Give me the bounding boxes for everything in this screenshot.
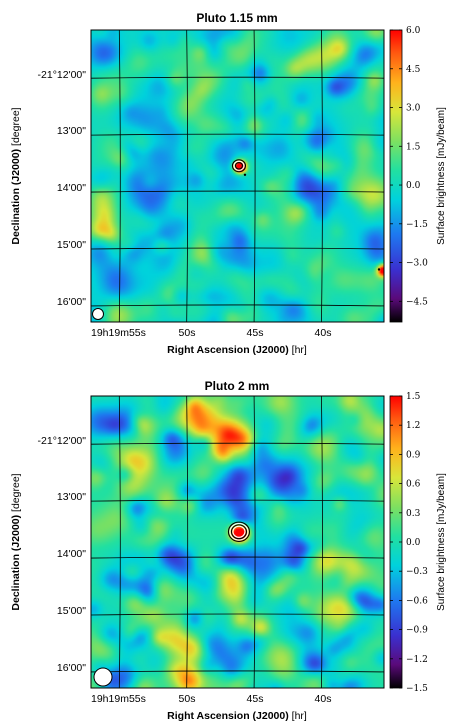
- colorbar-ticks: 6.0 4.5 3.0 1.5 0.0 −1.5 −3.0 −4.5: [390, 26, 428, 307]
- x-tick-label: 45s: [247, 693, 264, 705]
- grid-line: [91, 304, 384, 307]
- grid-line: [91, 556, 384, 559]
- grid-line: [91, 670, 384, 673]
- y-axis-label: Declination (J2000) [degree]: [10, 473, 22, 610]
- x-axis-label: Right Ascension (J2000) [hr]: [167, 710, 307, 722]
- colorbar-tick-label: 0.9: [406, 450, 421, 460]
- grid-line: [91, 133, 384, 136]
- x-tick-label: 50s: [179, 693, 196, 705]
- colorbar: 1.5 1.2 0.9 0.6 0.3 0.0 −0.3 −0.6 −0.9 −1.2 −1.5 S…: [389, 392, 447, 694]
- chart-title: Pluto 1.15 mm: [196, 11, 277, 25]
- heatmap-image: [91, 396, 384, 688]
- colorbar-tick-label: 6.0: [406, 26, 421, 36]
- contour-line: [234, 162, 244, 170]
- colorbar-tick-label: 1.5: [406, 392, 421, 402]
- colorbar-label: Surface brightness [mJy/beam]: [436, 107, 447, 245]
- source-contours: [231, 159, 381, 271]
- contour-line: [229, 522, 249, 541]
- x-tick-label: 50s: [179, 327, 196, 339]
- colorbar-tick-label: 1.5: [406, 142, 421, 152]
- grid-line: [186, 396, 189, 688]
- grid-line: [118, 396, 121, 688]
- y-tick-label: -21°12'00": [38, 69, 87, 81]
- grid-line: [253, 396, 256, 688]
- grid-line: [253, 30, 256, 322]
- colorbar-ticks: 1.5 1.2 0.9 0.6 0.3 0.0 −0.3 −0.6 −0.9 −1.2 −1.5: [390, 392, 428, 694]
- grid-line: [118, 30, 121, 322]
- beam-ellipse: [92, 308, 104, 320]
- colorbar-tick-label: −0.9: [406, 626, 428, 636]
- source-marker: [243, 173, 247, 176]
- x-axis-label: Right Ascension (J2000) [hr]: [167, 344, 307, 356]
- plot-frame: [90, 29, 385, 323]
- x-tick-labels: 19h19m55s 50s 45s 40s: [91, 693, 331, 705]
- y-axis-label: Declination (J2000) [degree]: [10, 107, 22, 244]
- y-tick-label: -21°12'00": [38, 435, 87, 447]
- source-contours: [227, 521, 251, 542]
- colorbar-label: Surface brightness [mJy/beam]: [436, 473, 447, 611]
- y-tick-label: 16'00": [57, 296, 86, 308]
- colorbar-tick-label: −0.3: [406, 567, 428, 577]
- contour-line: [231, 159, 247, 173]
- plot-frame: [90, 395, 385, 689]
- panel-2: Pluto 2 mm 19h19m55s 50s 45s 40s Right A…: [10, 379, 447, 722]
- x-tick-label: 45s: [247, 327, 264, 339]
- grid-line: [321, 396, 323, 688]
- grid-line: [91, 499, 384, 502]
- y-tick-label: 14'00": [57, 548, 86, 560]
- panel-1: Pluto 1.15 mm 19h19m55s 50s 45s 40s Righ…: [10, 11, 447, 356]
- x-tick-labels: 19h19m55s 50s 45s 40s: [91, 327, 331, 339]
- beam-ellipse: [93, 667, 113, 687]
- grid-line: [91, 442, 384, 445]
- grid-line: [91, 190, 384, 193]
- x-tick-label: 40s: [315, 693, 332, 705]
- colorbar-tick-label: 0.0: [406, 538, 421, 548]
- coordinate-grid: [91, 396, 384, 688]
- coordinate-grid: [91, 30, 384, 322]
- contour-line: [230, 524, 248, 540]
- colorbar-tick-label: −3.0: [406, 259, 428, 269]
- colorbar-tick-label: 4.5: [406, 65, 421, 75]
- colorbar-tick-label: 0.6: [406, 480, 421, 490]
- grid-line: [186, 30, 189, 322]
- colorbar-tick-label: −4.5: [406, 297, 428, 307]
- y-tick-label: 16'00": [57, 662, 86, 674]
- y-tick-label: 14'00": [57, 182, 86, 194]
- chart-title: Pluto 2 mm: [205, 379, 270, 393]
- grid-line: [91, 76, 384, 79]
- colorbar-tick-label: −1.5: [406, 684, 428, 694]
- colorbar: 6.0 4.5 3.0 1.5 0.0 −1.5 −3.0 −4.5 Surface brig…: [389, 26, 447, 323]
- source-marker: [377, 268, 381, 271]
- grid-line: [91, 247, 384, 250]
- contour-line: [233, 160, 245, 171]
- colorbar-tick-label: −0.6: [406, 596, 428, 606]
- heatmap-image: [91, 30, 384, 322]
- colorbar-tick-label: 3.0: [406, 104, 421, 114]
- grid-line: [321, 30, 323, 322]
- y-tick-label: 15'00": [57, 605, 86, 617]
- y-tick-label: 13'00": [57, 125, 86, 137]
- y-tick-label: 13'00": [57, 491, 86, 503]
- contour-line: [227, 521, 251, 542]
- grid-line: [91, 613, 384, 616]
- x-tick-label: 19h19m55s: [91, 327, 146, 339]
- colorbar-tick-label: 1.2: [406, 421, 420, 431]
- colorbar-tick-label: 0.3: [406, 509, 421, 519]
- x-tick-label: 40s: [315, 327, 332, 339]
- y-tick-label: 15'00": [57, 239, 86, 251]
- contour-line: [232, 525, 246, 538]
- y-tick-labels: -21°12'00" 13'00" 14'00" 15'00" 16'00": [38, 435, 87, 674]
- colorbar-tick-label: 0.0: [406, 181, 421, 191]
- colorbar-gradient: [389, 29, 403, 323]
- y-tick-labels: -21°12'00" 13'00" 14'00" 15'00" 16'00": [38, 69, 87, 308]
- colorbar-tick-label: −1.2: [406, 655, 428, 665]
- colorbar-tick-label: −1.5: [406, 220, 428, 230]
- x-tick-label: 19h19m55s: [91, 693, 146, 705]
